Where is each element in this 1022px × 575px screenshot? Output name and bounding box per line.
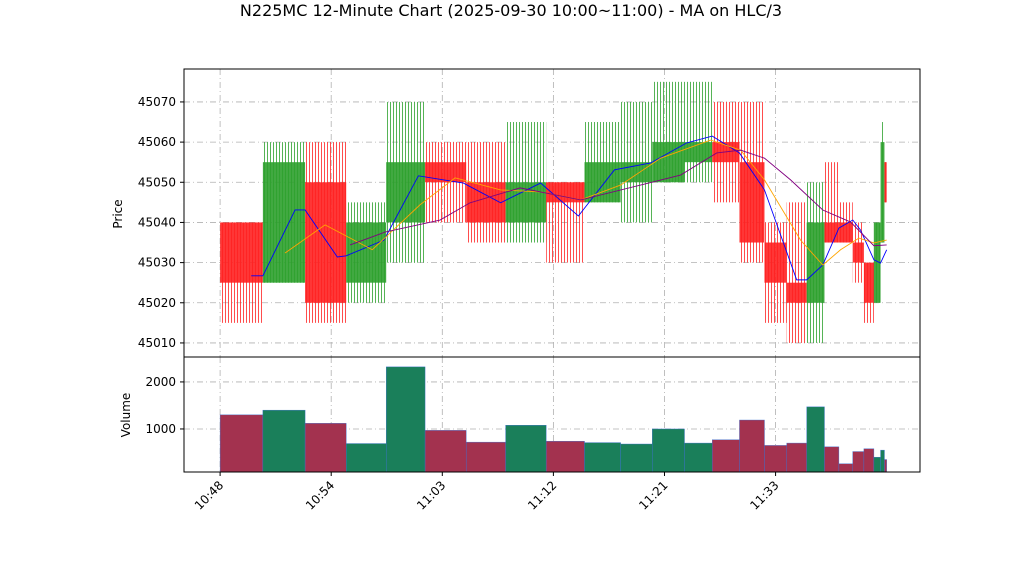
candle-body [838,222,853,243]
volume-axis-label: Volume [119,393,133,438]
candle-body [620,162,653,183]
x-tick-label: 11:21 [636,478,670,512]
x-tick-label: 11:03 [414,478,448,512]
x-tick-label: 11:33 [747,478,781,512]
y-axis-label: Price [111,199,125,228]
candle-body [739,162,765,243]
volume-bar [465,441,506,473]
candle-body [880,142,885,243]
candle-body [873,222,881,303]
volume-bar [739,419,765,473]
plot-layer: 45010 45020 45030 45040 45050 45060 45070 1000 2… [138,69,920,513]
candle-body [863,262,874,303]
x-tick-label: 11:12 [525,478,559,512]
volume-frame [183,356,921,473]
chart-title: N225MC 12-Minute Chart (2025-09-30 10:00… [240,1,782,20]
volume-bar [880,449,885,473]
candle-body [386,162,426,223]
ma-line [284,139,887,266]
volume-bar [424,430,467,473]
candle-body [824,222,839,243]
candle-wick [684,81,713,183]
candle-body [425,162,467,183]
volume-bar [712,439,740,473]
candle-body [262,162,306,283]
volume-bar [505,425,547,473]
volume-bar [345,443,387,473]
volume-bar [545,440,585,473]
volume-bar [262,409,306,473]
candle-body [546,182,585,203]
volume-tick-label: 1000 [145,422,176,436]
candle-body [652,142,685,183]
y-tick-label: 45030 [138,256,176,270]
y-tick-label: 45040 [138,215,176,229]
volume-tick-label: 2000 [145,375,176,389]
volume-bar [620,443,653,473]
ma-line [349,149,887,247]
volume-bar [863,448,875,473]
volume-bar [304,423,347,473]
x-tick-label: 10:54 [303,478,337,512]
volume-bar [873,456,881,473]
candle-body [764,242,787,283]
candle-body [584,162,621,203]
volume-bar [806,406,825,473]
volume-bar [884,459,887,473]
candle-body [884,162,887,203]
volume-bar [852,451,865,473]
y-tick-label: 45050 [138,175,176,189]
candle-body [346,222,387,283]
volume-bar [786,442,807,473]
y-tick-label: 45060 [138,135,176,149]
candle-body [786,282,807,303]
volume-bar [684,442,713,473]
ma-line [251,135,888,281]
candle-body [684,142,713,163]
candle-body [505,182,547,223]
volume-bar [385,366,426,473]
y-tick-label: 45070 [138,95,176,109]
y-tick-label: 45020 [138,296,176,310]
volume-bar [652,428,685,473]
volume-bar [838,463,853,473]
candle-wick [786,202,807,343]
candle-body [806,222,825,303]
y-tick-label: 45010 [138,336,176,350]
volume-bar [764,445,787,473]
x-tick-label: 10:48 [192,478,226,512]
volume-bar [219,414,264,473]
candle-body [305,182,347,303]
volume-bar [824,446,840,473]
candle-body [852,242,864,263]
candle-body [220,222,263,283]
volume-bar [584,442,621,473]
